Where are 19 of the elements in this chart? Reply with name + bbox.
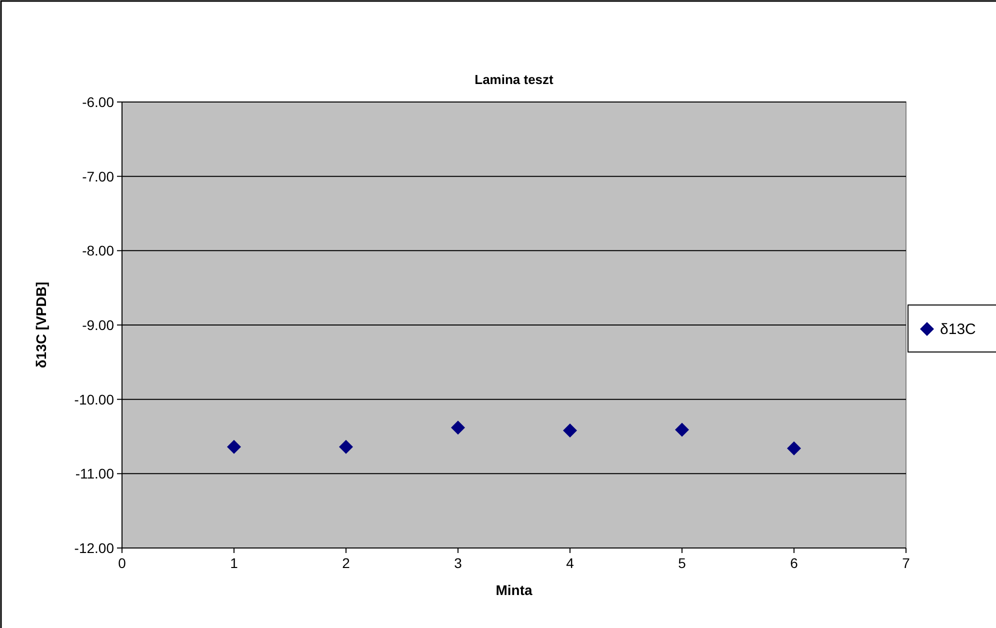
x-tick-label: 5 bbox=[678, 555, 686, 571]
x-tick-label: 6 bbox=[790, 555, 798, 571]
y-tick-label: -7.00 bbox=[82, 168, 114, 184]
y-tick-label: -9.00 bbox=[82, 317, 114, 333]
y-axis-title: δ13C [VPDB] bbox=[33, 282, 49, 368]
x-tick-label: 4 bbox=[566, 555, 574, 571]
x-tick-label: 1 bbox=[230, 555, 238, 571]
y-tick-label: -12.00 bbox=[74, 540, 114, 556]
x-tick-label: 2 bbox=[342, 555, 350, 571]
x-tick-label: 7 bbox=[902, 555, 910, 571]
chart-title: Lamina teszt bbox=[474, 72, 554, 87]
legend-label: δ13C bbox=[940, 321, 976, 338]
x-tick-label: 0 bbox=[118, 555, 126, 571]
y-tick-label: -6.00 bbox=[82, 94, 114, 110]
y-tick-label: -10.00 bbox=[74, 391, 114, 408]
x-axis-title: Minta bbox=[496, 582, 532, 598]
y-tick-label: -8.00 bbox=[82, 242, 114, 259]
x-tick-label: 3 bbox=[454, 555, 462, 571]
y-tick-label: -11.00 bbox=[75, 466, 114, 482]
